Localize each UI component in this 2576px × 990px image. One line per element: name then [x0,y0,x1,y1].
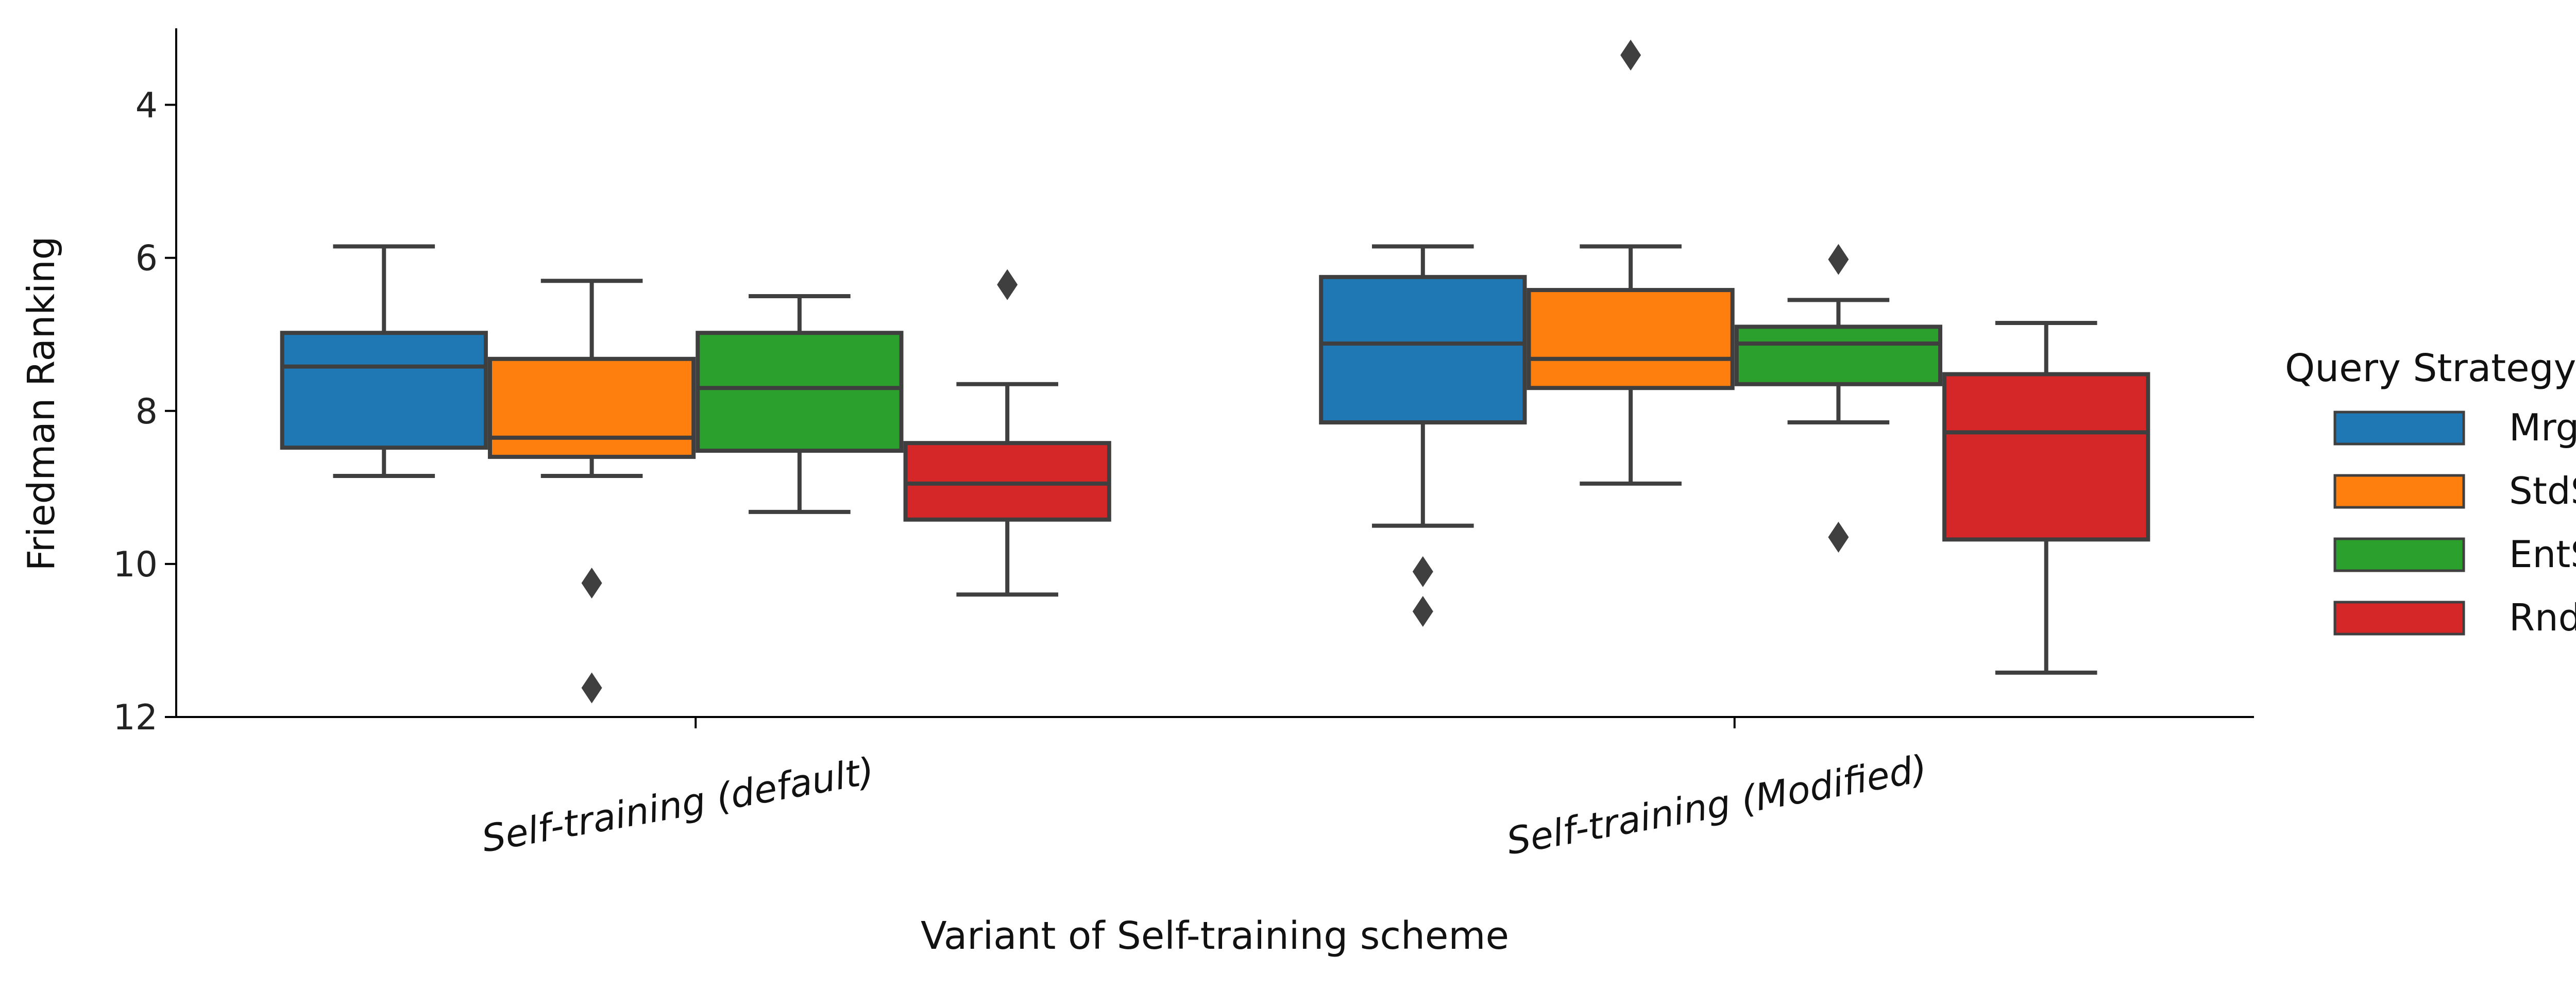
outlier-point [997,269,1018,300]
y-tick-label: 4 [135,86,158,126]
x-axis-label: Variant of Self-training scheme [921,914,1509,958]
x-tick-label: Self-training (default) [479,749,877,861]
outlier-point [581,672,602,704]
y-tick-label: 10 [113,544,158,585]
y-tick-label: 12 [113,697,158,738]
outlier-point [1412,595,1433,627]
axes [175,28,2254,718]
box-iqr [280,331,488,450]
y-ticks: 4 6 8 10 12 [113,86,176,738]
box-rnds-0 [903,269,1111,597]
outlier-point [581,568,602,599]
y-tick-label: 6 [135,238,158,279]
legend-title: Query Strategy [2285,346,2576,390]
y-tick-label: 8 [135,391,158,432]
box-ents-1 [1734,244,1943,553]
box-iqr [696,331,904,453]
legend-label-rnds: RndS [2509,596,2576,639]
legend-swatch-stds [2333,474,2465,509]
legend-swatch-mrgs [2333,411,2465,446]
box-iqr [1527,288,1735,390]
box-ents-0 [696,294,904,514]
x-tick-label: Self-training (Modified) [1503,746,1930,863]
box-groups [280,39,2150,704]
legend-label-ents: EntS [2509,533,2576,576]
box-iqr [1319,275,1527,425]
legend-label-stds: StdS [2509,469,2576,513]
box-stds-1 [1527,39,1735,486]
box-mrgs-0 [280,244,488,479]
outlier-point [1412,556,1433,587]
legend-swatch-rnds [2333,601,2465,636]
outlier-point [1828,521,1849,553]
box-stds-0 [487,279,696,704]
box-iqr [1734,325,1943,386]
box-rnds-1 [1942,320,2150,675]
y-axis-label: Friedman Ranking [20,236,63,571]
legend-swatch-ents [2333,537,2465,572]
box-mrgs-1 [1319,244,1527,627]
outlier-point [1828,244,1849,275]
outlier-point [1620,39,1641,71]
x-ticks: Self-training (default) Self-training (Mo… [479,717,1930,863]
box-iqr [487,356,696,459]
box-iqr [903,441,1111,522]
box-iqr [1942,372,2150,542]
